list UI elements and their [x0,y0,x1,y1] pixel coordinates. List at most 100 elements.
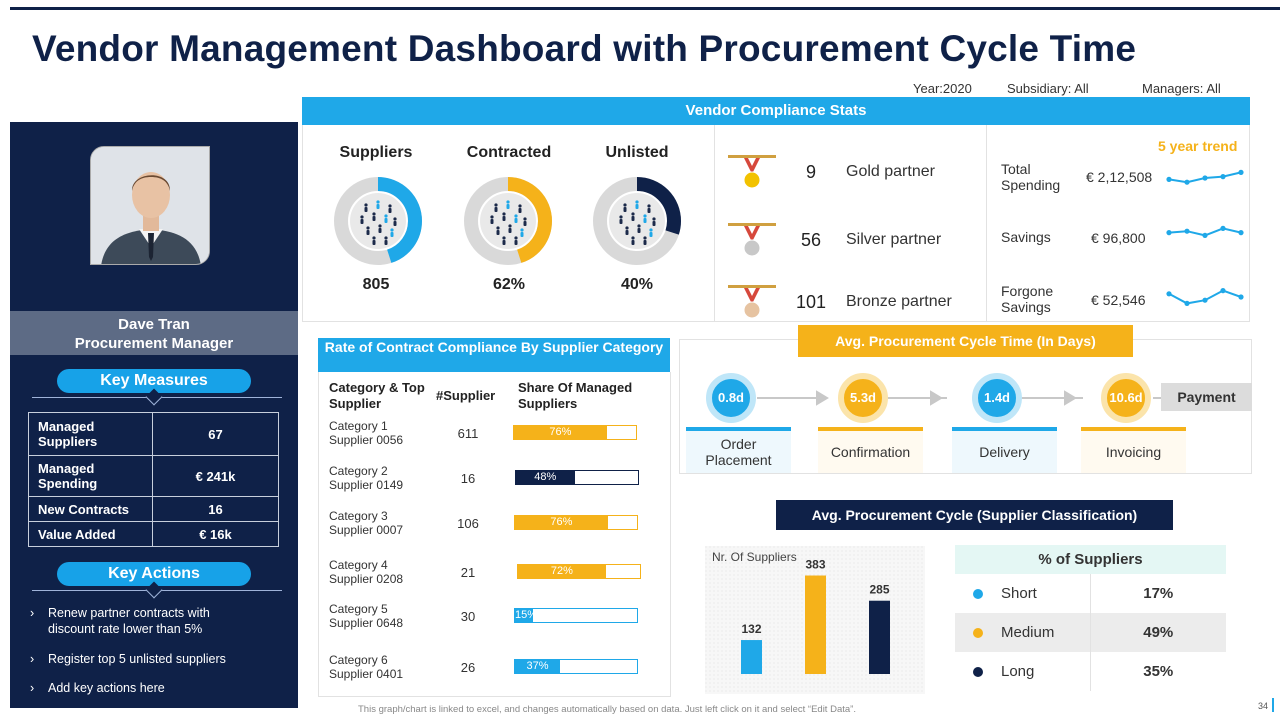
compliance-bar: 72% [517,564,641,579]
measure-label: Managed Spending [28,455,153,497]
partner-label: Silver partner [846,231,942,248]
table-title: % of Suppliers [955,545,1226,574]
suppliers-donut-arc [334,177,422,265]
sparkline-point [1184,228,1190,234]
cycle-step-time: 1.4d [972,373,1022,423]
category-label: Category 3 [329,509,388,523]
compliance-bar-label: 76% [550,516,573,528]
supplier-label: Supplier 0007 [329,523,404,537]
donut-label: Unlisted [605,144,669,161]
table-row: Managed Suppliers 67 [28,412,279,456]
supplier-label: Supplier 0401 [329,667,404,681]
trend-value: € 96,800 [1091,230,1146,246]
table-row: Long 35% [955,652,1226,691]
classification-label: Long [1001,663,1035,680]
chart-ylabel: Nr. Of Suppliers [712,550,797,564]
key-measures-table: Managed Suppliers 67 Managed Spending € 24… [28,412,279,547]
sparkline-point [1220,225,1226,231]
donut-label: Suppliers [339,144,413,161]
list-item: › Renew partner contracts with discount r… [30,606,210,636]
forgone-sparkline [1166,288,1244,306]
contract-compliance-panel [318,372,671,697]
cycle-connectors [757,390,1167,406]
people-icon [490,200,527,245]
column-header: Category & Top Supplier [329,380,425,411]
subsidiary-filter[interactable]: Subsidiary: All [1007,81,1089,96]
bar-long [869,600,890,674]
category-label: Category 5 [329,602,388,616]
cycle-step: Invoicing [1081,427,1186,473]
supplier-count: 16 [460,471,476,486]
compliance-bar-label: 15% [515,609,538,621]
trend-value: € 2,12,508 [1086,169,1153,185]
divider [986,125,987,322]
unlisted-donut [593,177,681,265]
managers-filter[interactable]: Managers: All [1142,81,1221,96]
supplier-percentage-table: % of Suppliers Short 17% Medium 49% Long 35% [955,545,1226,691]
cycle-step-label: Invoicing [1105,444,1162,460]
page-marker [1272,698,1274,712]
bar-medium [805,575,826,674]
compliance-bar-fill [518,565,606,578]
bar-value-label: 285 [869,583,889,597]
vendor-compliance-header: Vendor Compliance Stats [302,97,1250,125]
payment-step: Payment [1161,383,1252,411]
savings-sparkline [1166,225,1244,238]
chevron-right-icon: › [30,652,35,666]
bar-value-label: 132 [741,622,761,636]
supplier-label: Supplier 0149 [329,478,404,492]
compliance-bar: 15% [514,608,638,623]
bar-short [741,640,762,674]
category-name: Category 5 Supplier 0648 [329,602,403,630]
page-title: Vendor Management Dashboard with Procure… [32,28,1137,69]
measure-label: Value Added [28,521,153,547]
sparkline-point [1166,291,1172,297]
silver-medal-icon [728,223,776,257]
procurement-cycle-header: Avg. Procurement Cycle Time (In Days) [798,325,1133,357]
category-label: Category 1 [329,419,388,433]
donut-label: Contracted [466,144,552,161]
supplier-label: Supplier 0056 [329,433,404,447]
compliance-bar-fill [515,516,608,529]
compliance-bar-label: 76% [549,426,572,438]
classification-label: Short [1001,585,1037,602]
cycle-step: Confirmation [818,427,923,473]
category-name: Category 2 Supplier 0149 [329,464,403,492]
footer-note: This graph/chart is linked to excel, and… [358,704,856,715]
trend-value: € 52,546 [1091,292,1146,308]
partner-count: 101 [795,292,827,312]
suppliers-donut [334,177,422,265]
cycle-step-time: 10.6d [1101,373,1151,423]
cycle-step-time: 5.3d [838,373,888,423]
year-filter[interactable]: Year:2020 [913,81,972,96]
table-header-row: % of Suppliers [955,545,1226,574]
profile-role: Procurement Manager [74,335,234,352]
classification-cell: Medium [955,613,1091,652]
compliance-bar-fill [515,609,534,622]
supplier-count: 611 [457,426,479,441]
contracted-donut [464,177,552,265]
sparkline-point [1220,288,1226,294]
sparkline-point [1220,174,1226,180]
chevron-right-icon: › [30,681,35,695]
partner-count: 56 [800,230,822,250]
bronze-medal-icon [728,285,776,319]
category-name: Category 3 Supplier 0007 [329,509,403,537]
table-row: Short 17% [955,574,1226,613]
sparkline-point [1184,179,1190,185]
supplier-count: 30 [460,609,476,624]
compliance-bar: 76% [513,425,637,440]
partner-label: Gold partner [846,163,935,180]
sparkline-point [1238,294,1244,300]
supplier-count: 26 [460,660,476,675]
sparkline-point [1202,175,1208,181]
compliance-bar: 37% [514,659,638,674]
page-number: 34 [1258,701,1269,711]
compliance-bar-fill [514,426,607,439]
cycle-step-label: Delivery [979,444,1030,460]
partner-label: Bronze partner [846,293,952,310]
table-row: Value Added € 16k [28,521,279,547]
sparkline-point [1238,230,1244,236]
supplier-label: Supplier 0208 [329,572,404,586]
donut-value: 805 [362,276,390,293]
